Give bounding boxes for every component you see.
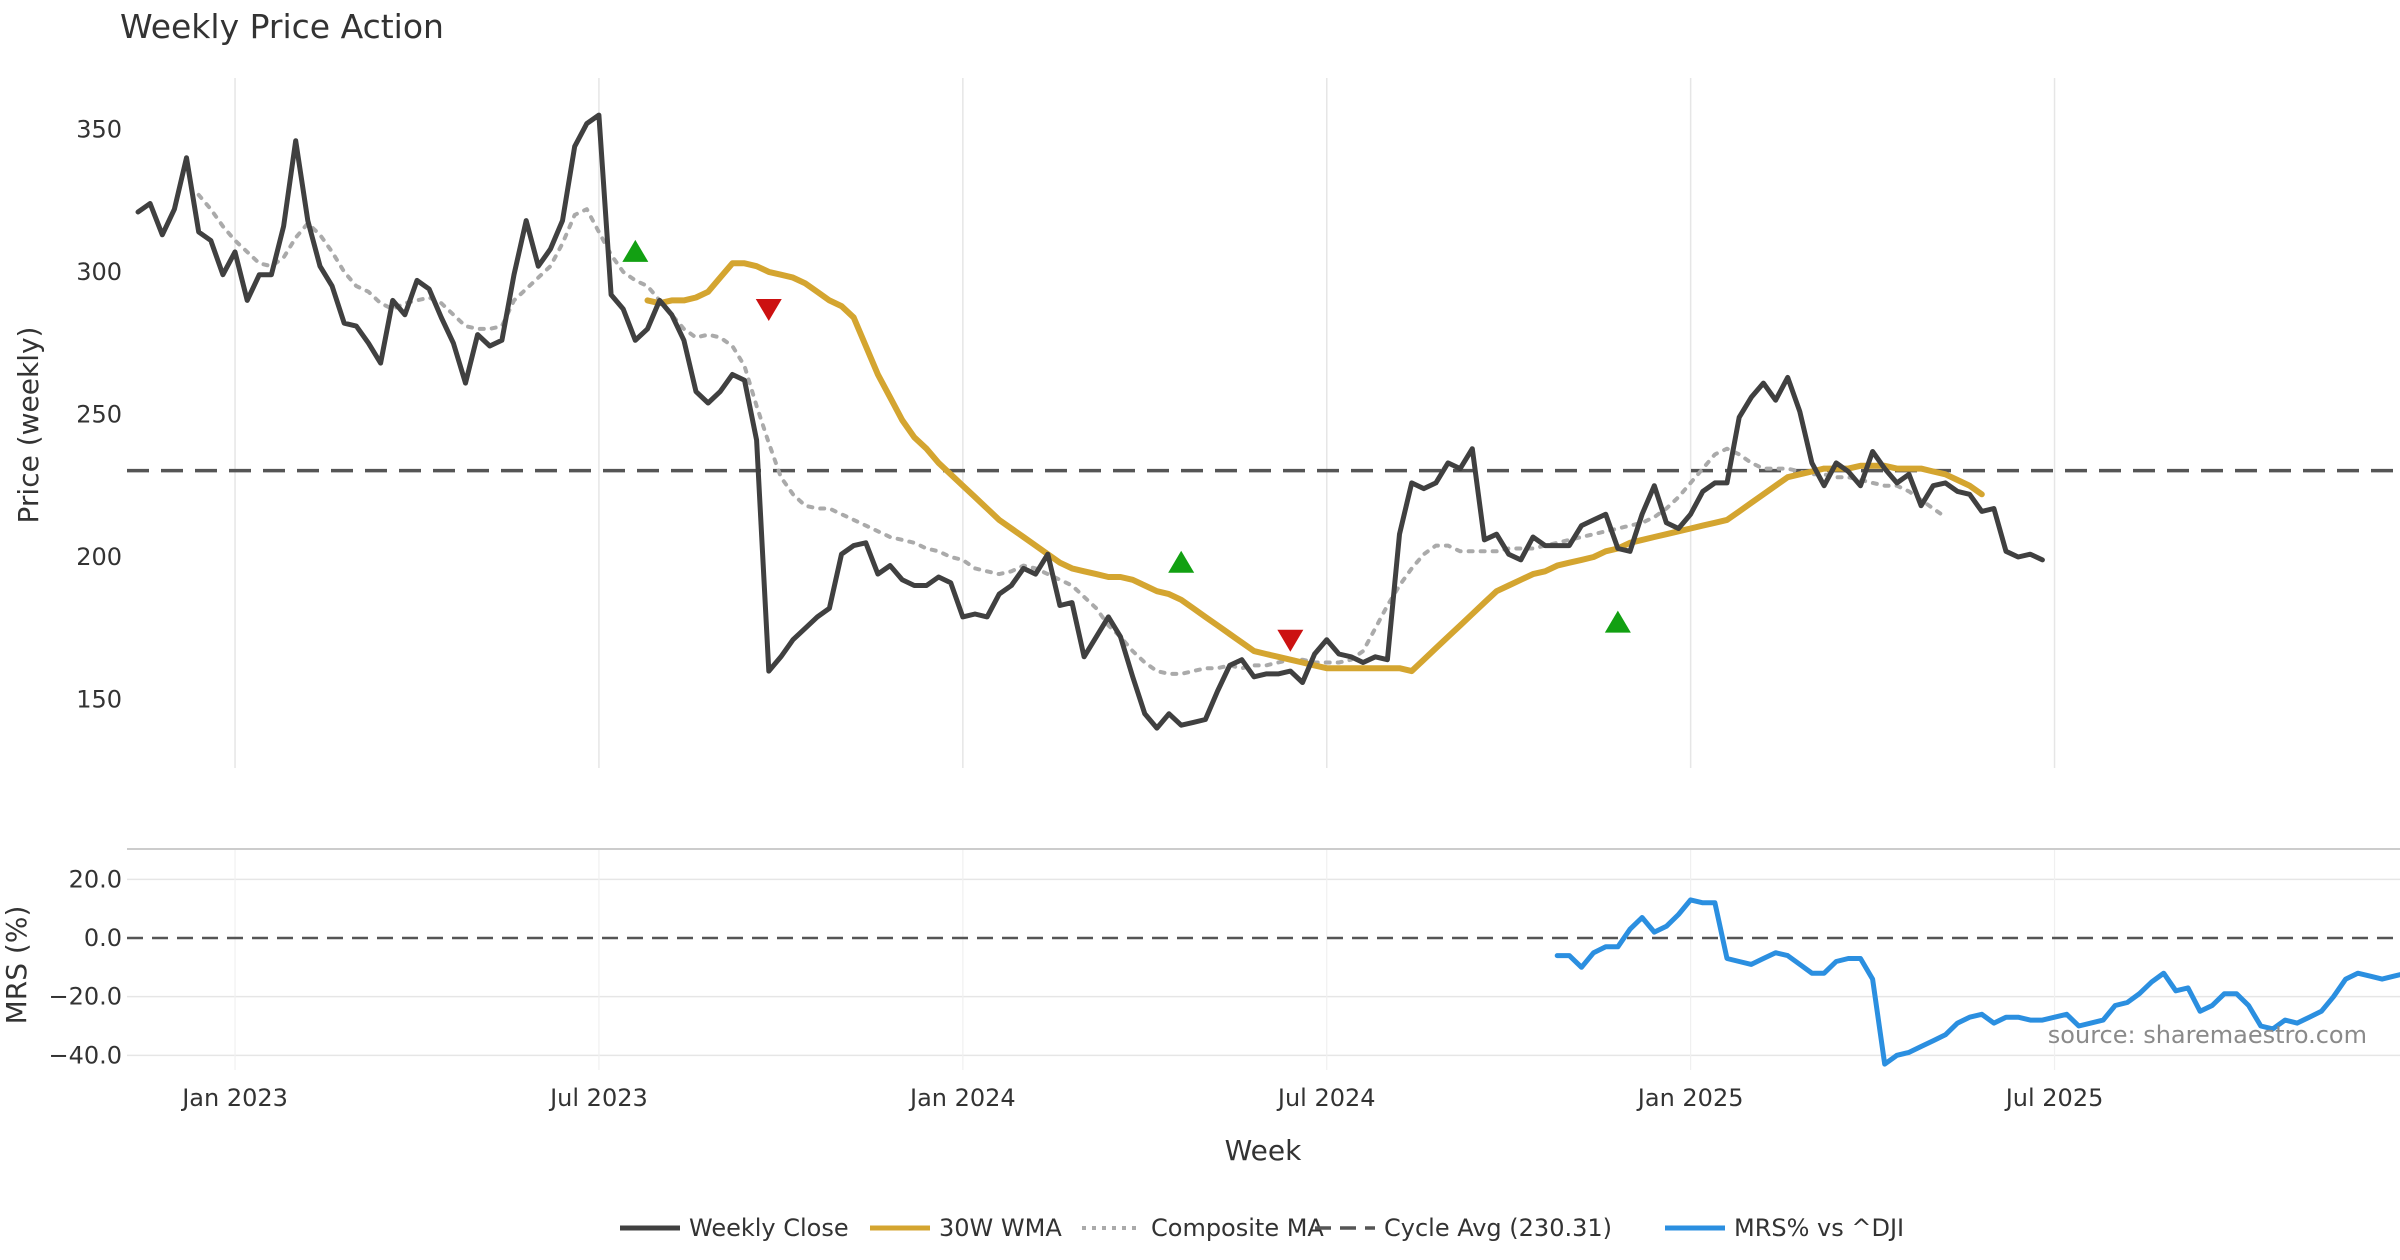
x-tick-label: Jul 2024 <box>1276 1084 1376 1112</box>
mrs-y-tick-label: 20.0 <box>69 865 122 893</box>
price-y-tick-label: 350 <box>76 115 122 143</box>
buy-signal-marker <box>622 239 649 262</box>
buy-signal-marker <box>1168 550 1195 573</box>
legend-label: 30W WMA <box>939 1214 1062 1242</box>
x-tick-label: Jul 2023 <box>548 1084 648 1112</box>
x-tick-label: Jul 2025 <box>2004 1084 2104 1112</box>
legend: Weekly Close 30W WMA Composite MA Cycle Avg… <box>620 1214 1904 1242</box>
x-tick-label: Jan 2024 <box>908 1084 1016 1112</box>
x-tick-label: Jan 2023 <box>180 1084 288 1112</box>
signal-markers <box>622 239 1631 652</box>
composite-ma-line <box>196 192 1948 676</box>
price-y-tick-label: 150 <box>76 686 122 714</box>
legend-item: MRS% vs ^DJI <box>1665 1214 1904 1242</box>
legend-item: 30W WMA <box>870 1214 1062 1242</box>
price-panel-grid <box>234 78 2056 768</box>
x-tick-label: Jan 2025 <box>1636 1084 1744 1112</box>
legend-label: Composite MA <box>1151 1214 1324 1242</box>
x-axis-label: Week <box>1225 1134 1302 1167</box>
legend-label: Cycle Avg (230.31) <box>1384 1214 1612 1242</box>
mrs-line <box>1554 897 2400 1067</box>
chart-title: Weekly Price Action <box>120 7 444 46</box>
price-y-axis-label: Price (weekly) <box>12 327 45 524</box>
price-y-tick-label: 200 <box>76 543 122 571</box>
price-y-tick-label: 300 <box>76 258 122 286</box>
x-axis: Jan 2023 Jul 2023 Jan 2024 Jul 2024 Jan 2025… <box>180 1084 2103 1112</box>
price-y-tick-label: 250 <box>76 400 122 428</box>
mrs-panel-grid <box>127 850 2400 1070</box>
legend-item: Weekly Close <box>620 1214 849 1242</box>
sell-signal-marker <box>755 298 782 321</box>
price-y-axis: 150 200 250 300 350 <box>76 115 122 713</box>
legend-item: Composite MA <box>1082 1214 1324 1242</box>
mrs-y-axis-label: MRS (%) <box>0 906 33 1025</box>
mrs-y-tick-label: −40.0 <box>48 1041 122 1069</box>
wma-30w-line <box>644 260 1985 675</box>
mrs-y-axis: 20.0 0.0 −20.0 −40.0 <box>48 865 122 1069</box>
buy-signal-marker <box>1604 610 1631 633</box>
legend-item: Cycle Avg (230.31) <box>1315 1214 1612 1242</box>
sell-signal-marker <box>1277 629 1304 652</box>
mrs-y-tick-label: 0.0 <box>84 924 122 952</box>
source-note: source: sharemaestro.com <box>2048 1021 2367 1049</box>
mrs-y-tick-label: −20.0 <box>48 983 122 1011</box>
legend-label: MRS% vs ^DJI <box>1734 1214 1904 1242</box>
legend-label: Weekly Close <box>689 1214 849 1242</box>
weekly-close-line <box>135 112 2045 731</box>
